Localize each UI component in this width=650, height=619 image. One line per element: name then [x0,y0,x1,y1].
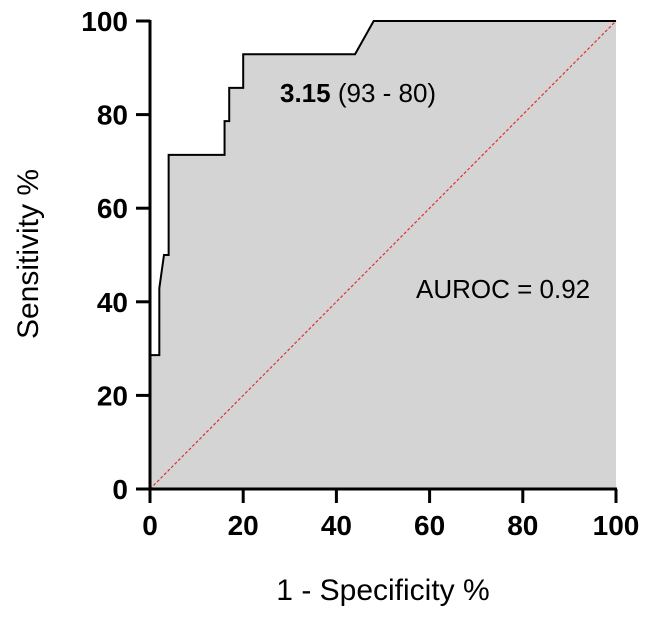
y-tick-label: 20 [97,380,128,411]
ticks: 0 20 40 60 80 100 0 20 40 60 80 100 [81,6,639,541]
x-tick-label: 60 [414,510,445,541]
y-tick-label: 100 [81,6,128,37]
cutoff-value: 3.15 [280,78,331,108]
axes [148,20,617,491]
roc-curve [149,20,616,489]
cutoff-detail: (93 - 80) [331,78,437,108]
y-axis-title: Sensitivity % [12,169,45,339]
cutoff-annotation: 3.15 (93 - 80) [280,78,436,108]
x-tick-label: 20 [228,510,259,541]
x-tick-label: 100 [593,510,640,541]
x-tick-label: 40 [321,510,352,541]
x-tick-label: 0 [142,510,158,541]
x-axis-title: 1 - Specificity % [276,574,489,607]
reference-line [149,20,617,490]
auroc-annotation: AUROC = 0.92 [416,274,590,304]
x-tick-label: 80 [507,510,538,541]
y-tick-label: 40 [97,287,128,318]
y-tick-label: 0 [112,474,128,505]
y-tick-label: 80 [97,100,128,131]
y-tick-label: 60 [97,193,128,224]
